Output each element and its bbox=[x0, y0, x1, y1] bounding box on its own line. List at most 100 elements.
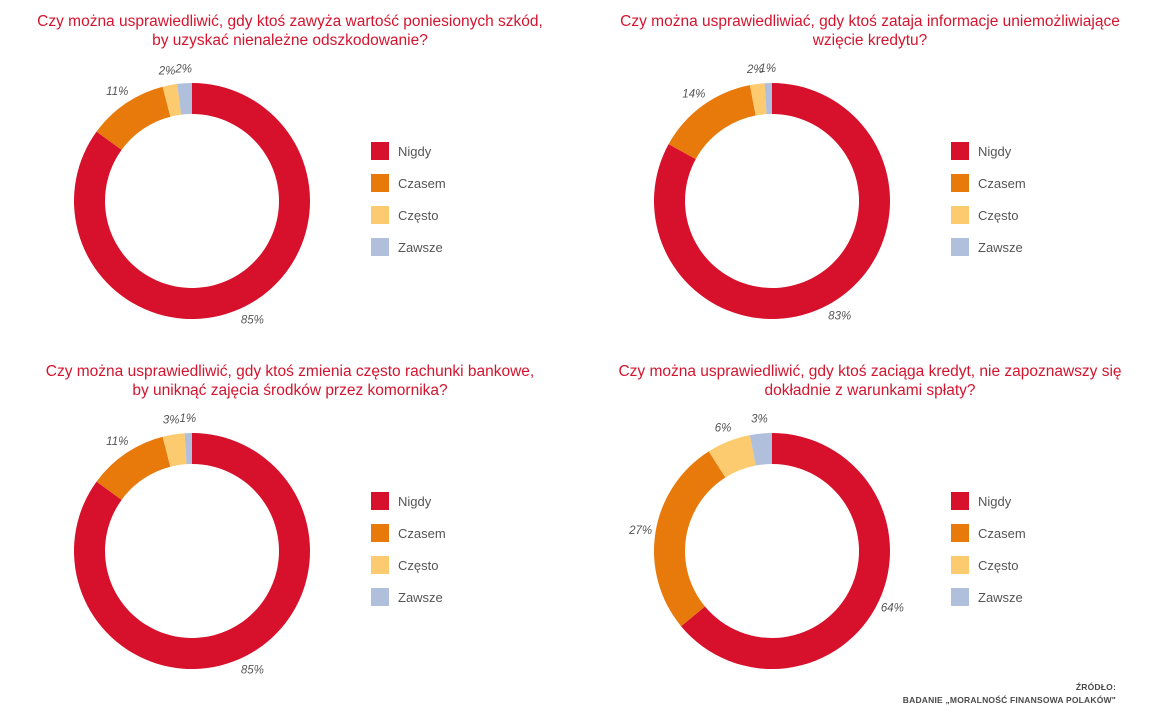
legend-label: Czasem bbox=[398, 525, 446, 541]
legend-swatch bbox=[371, 524, 389, 542]
legend-swatch bbox=[951, 588, 969, 606]
donut-segment-czasem bbox=[654, 451, 726, 627]
chart-title-line-1: Czy można usprawiedliwiać, gdy ktoś zata… bbox=[620, 13, 1120, 30]
legend-item-czesto: Często bbox=[371, 549, 446, 581]
chart-panel-2: Czy można usprawiedliwiać, gdy ktoś zata… bbox=[580, 0, 1160, 350]
chart-title-line-1: Czy można usprawiedliwić, gdy ktoś zmien… bbox=[45, 363, 535, 380]
data-label-nigdy: 64% bbox=[881, 603, 904, 615]
legend-swatch bbox=[951, 206, 969, 224]
legend-item-nigdy: Nigdy bbox=[951, 135, 1026, 167]
legend-label: Zawsze bbox=[398, 589, 443, 605]
chart-panel-1: Czy można usprawiedliwić, gdy ktoś zawyż… bbox=[0, 0, 580, 350]
donut-segment-czesto bbox=[162, 83, 182, 117]
chart-title-line-2: dokładnie z warunkami spłaty? bbox=[764, 382, 976, 399]
legend-item-nigdy: Nigdy bbox=[371, 135, 446, 167]
legend-item-nigdy: Nigdy bbox=[371, 485, 446, 517]
legend-label: Czasem bbox=[978, 175, 1026, 191]
donut-segment-czesto bbox=[162, 433, 187, 467]
legend-swatch bbox=[371, 206, 389, 224]
data-label-czasem: 14% bbox=[682, 88, 705, 100]
legend-label: Zawsze bbox=[978, 239, 1023, 255]
legend-label: Często bbox=[398, 557, 439, 573]
data-label-czasem: 11% bbox=[106, 436, 128, 448]
legend-label: Nigdy bbox=[978, 143, 1012, 159]
chart-title-line-2: by uzyskać nienależne odszkodowanie? bbox=[152, 32, 428, 49]
data-label-zawsze: 3% bbox=[751, 414, 768, 426]
chart-title: Czy można usprawiedliwiać, gdy ktoś zata… bbox=[600, 12, 1140, 50]
legend-swatch bbox=[371, 588, 389, 606]
legend-swatch bbox=[951, 492, 969, 510]
legend-swatch bbox=[951, 238, 969, 256]
source-note: ŹRÓDŁO: BADANIE „MORALNOŚĆ FINANSOWA POL… bbox=[903, 681, 1116, 707]
legend-item-zawsze: Zawsze bbox=[371, 581, 446, 613]
data-label-nigdy: 83% bbox=[828, 310, 851, 322]
legend-item-nigdy: Nigdy bbox=[951, 485, 1026, 517]
legend-swatch bbox=[951, 524, 969, 542]
donut-chart: 85% 11% 3% 1% bbox=[74, 413, 310, 677]
legend-label: Nigdy bbox=[978, 493, 1012, 509]
legend-item-zawsze: Zawsze bbox=[951, 231, 1026, 263]
legend-label: Czasem bbox=[398, 175, 446, 191]
legend-item-czesto: Często bbox=[951, 199, 1026, 231]
chart-title-line-1: Czy można usprawiedliwić, gdy ktoś zacią… bbox=[618, 363, 1122, 380]
donut-segment-czasem bbox=[668, 85, 756, 160]
legend-item-zawsze: Zawsze bbox=[371, 231, 446, 263]
chart-legend: Nigdy Czasem Często Zawsze bbox=[371, 135, 446, 263]
data-label-nigdy: 85% bbox=[241, 315, 264, 327]
chart-legend: Nigdy Czasem Często Zawsze bbox=[951, 135, 1026, 263]
legend-label: Zawsze bbox=[978, 589, 1023, 605]
legend-item-czasem: Czasem bbox=[371, 167, 446, 199]
chart-legend: Nigdy Czasem Często Zawsze bbox=[951, 485, 1026, 613]
source-label: ŹRÓDŁO: bbox=[1075, 682, 1116, 692]
legend-label: Nigdy bbox=[398, 143, 432, 159]
legend-swatch bbox=[371, 492, 389, 510]
donut-chart: 85% 11% 2% 2% bbox=[74, 63, 310, 327]
legend-swatch bbox=[371, 142, 389, 160]
donut-chart: 83% 14% 2%1% bbox=[654, 63, 890, 322]
data-label-zawsze: 1% bbox=[180, 413, 197, 425]
donut-segment-czasem bbox=[96, 86, 171, 150]
legend-swatch bbox=[951, 142, 969, 160]
legend-swatch bbox=[371, 174, 389, 192]
chart-title: Czy można usprawiedliwić, gdy ktoś zacią… bbox=[600, 362, 1140, 400]
legend-item-zawsze: Zawsze bbox=[951, 581, 1026, 613]
chart-legend: Nigdy Czasem Często Zawsze bbox=[371, 485, 446, 613]
data-label-czesto: 2% bbox=[746, 64, 764, 76]
legend-item-czesto: Często bbox=[371, 199, 446, 231]
source-name: BADANIE „MORALNOŚĆ FINANSOWA POLAKÓW" bbox=[902, 695, 1116, 705]
chart-title-line-1: Czy można usprawiedliwić, gdy ktoś zawyż… bbox=[37, 13, 543, 30]
legend-label: Często bbox=[398, 207, 439, 223]
legend-swatch bbox=[371, 238, 389, 256]
chart-title-line-2: by uniknąć zajęcia środków przez komorni… bbox=[132, 382, 448, 399]
legend-label: Często bbox=[978, 557, 1019, 573]
donut-segment-nigdy bbox=[681, 433, 890, 669]
legend-label: Nigdy bbox=[398, 493, 432, 509]
legend-item-czesto: Często bbox=[951, 549, 1026, 581]
donut-segment-zawsze bbox=[177, 83, 192, 115]
legend-item-czasem: Czasem bbox=[371, 517, 446, 549]
donut-segment-zawsze bbox=[764, 83, 772, 115]
donut-segment-czesto bbox=[708, 435, 756, 478]
data-label-zawsze: 1% bbox=[760, 63, 777, 75]
legend-label: Czasem bbox=[978, 525, 1026, 541]
donut-segment-czesto bbox=[749, 83, 767, 116]
data-label-czasem: 27% bbox=[628, 525, 652, 537]
chart-title-line-2: wzięcie kredytu? bbox=[812, 32, 928, 49]
data-label-czesto: 3% bbox=[163, 415, 180, 427]
chart-panel-4: Czy można usprawiedliwić, gdy ktoś zacią… bbox=[580, 350, 1160, 700]
legend-swatch bbox=[951, 556, 969, 574]
data-label-czasem: 11% bbox=[106, 86, 128, 98]
legend-swatch bbox=[951, 174, 969, 192]
chart-title: Czy można usprawiedliwić, gdy ktoś zawyż… bbox=[20, 12, 560, 50]
legend-item-czasem: Czasem bbox=[951, 517, 1026, 549]
legend-swatch bbox=[371, 556, 389, 574]
donut-segment-czasem bbox=[96, 436, 171, 500]
data-label-czesto: 2% bbox=[158, 65, 176, 77]
data-label-czesto: 6% bbox=[715, 422, 732, 434]
chart-title: Czy można usprawiedliwić, gdy ktoś zmien… bbox=[20, 362, 560, 400]
donut-chart: 64% 27% 6% 3% bbox=[628, 414, 904, 669]
donut-segment-zawsze bbox=[749, 433, 772, 466]
chart-panel-3: Czy można usprawiedliwić, gdy ktoś zmien… bbox=[0, 350, 580, 700]
data-label-zawsze: 2% bbox=[174, 63, 192, 75]
legend-label: Zawsze bbox=[398, 239, 443, 255]
